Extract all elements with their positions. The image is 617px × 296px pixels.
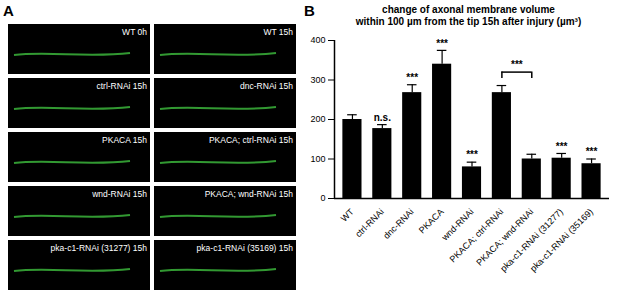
svg-text:PKACA; wnd-RNAi 15h: PKACA; wnd-RNAi 15h [205, 189, 294, 199]
svg-text:***: *** [406, 72, 418, 83]
svg-text:100: 100 [310, 154, 325, 164]
svg-text:***: *** [466, 149, 478, 160]
svg-text:***: *** [556, 141, 568, 152]
html-text:A: A [3, 2, 14, 19]
svg-text:300: 300 [310, 75, 325, 85]
svg-text:dnc-RNAi 15h: dnc-RNAi 15h [240, 81, 293, 91]
svg-text:400: 400 [310, 35, 325, 45]
svg-text:***: *** [511, 59, 523, 70]
svg-text:PKACA; ctrl-RNAi 15h: PKACA; ctrl-RNAi 15h [209, 135, 293, 145]
svg-text:PKACA; ctrl-RNAi: PKACA; ctrl-RNAi [448, 207, 506, 265]
svg-text:wnd-RNAi 15h: wnd-RNAi 15h [91, 189, 147, 199]
svg-text:PKACA; wnd-RNAi: PKACA; wnd-RNAi [474, 207, 535, 268]
html-text:B: B [304, 2, 315, 19]
svg-text:ctrl-RNAi: ctrl-RNAi [353, 206, 386, 240]
svg-text:pka-c1-RNAi (31277) 15h: pka-c1-RNAi (31277) 15h [51, 243, 148, 253]
svg-text:ctrl-RNAi 15h: ctrl-RNAi 15h [96, 81, 147, 91]
svg-text:WT 15h: WT 15h [263, 27, 293, 37]
svg-text:n.s.: n.s. [374, 112, 391, 123]
html-text:within 100 µm from the tip 15h: within 100 µm from the tip 15h after inj… [355, 16, 582, 27]
svg-text:PKACA 15h: PKACA 15h [102, 135, 147, 145]
html-text:change of axonal membrane volu: change of axonal membrane volume [382, 4, 555, 15]
svg-text:wnd-RNAi: wnd-RNAi [439, 206, 476, 243]
svg-text:PKACA: PKACA [417, 207, 446, 236]
svg-text:WT 0h: WT 0h [122, 27, 147, 37]
svg-text:0: 0 [320, 193, 325, 203]
svg-text:***: *** [586, 146, 598, 157]
svg-text:***: *** [436, 38, 448, 49]
svg-text:dnc-RNAi: dnc-RNAi [381, 207, 415, 241]
svg-text:pka-c1-RNAi (31277): pka-c1-RNAi (31277) [498, 206, 566, 274]
svg-text:200: 200 [310, 114, 325, 124]
svg-text:pka-c1-RNAi (35169) 15h: pka-c1-RNAi (35169) 15h [197, 243, 294, 253]
svg-text:pka-c1-RNAi (35169): pka-c1-RNAi (35169) [528, 207, 595, 274]
svg-text:WT: WT [339, 206, 356, 223]
